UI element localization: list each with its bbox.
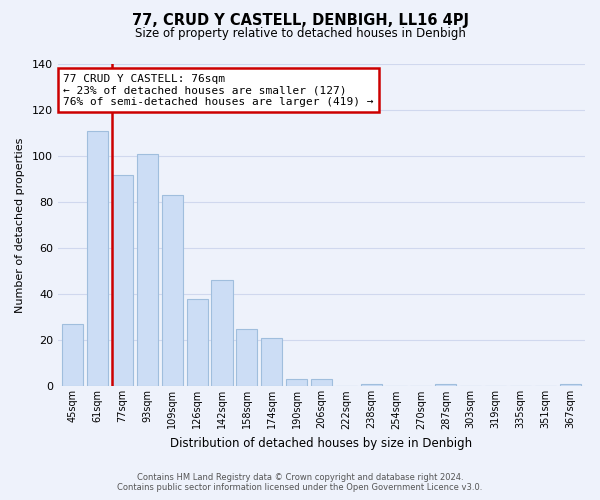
Bar xyxy=(162,196,183,386)
Y-axis label: Number of detached properties: Number of detached properties xyxy=(15,138,25,313)
Bar xyxy=(261,338,283,386)
Bar xyxy=(187,299,208,386)
X-axis label: Distribution of detached houses by size in Denbigh: Distribution of detached houses by size … xyxy=(170,437,473,450)
Bar xyxy=(560,384,581,386)
Bar xyxy=(435,384,457,386)
Bar xyxy=(137,154,158,386)
Text: Size of property relative to detached houses in Denbigh: Size of property relative to detached ho… xyxy=(134,28,466,40)
Text: Contains HM Land Registry data © Crown copyright and database right 2024.
Contai: Contains HM Land Registry data © Crown c… xyxy=(118,473,482,492)
Bar xyxy=(236,329,257,386)
Bar xyxy=(211,280,233,386)
Bar xyxy=(112,174,133,386)
Bar xyxy=(87,131,108,386)
Text: 77 CRUD Y CASTELL: 76sqm
← 23% of detached houses are smaller (127)
76% of semi-: 77 CRUD Y CASTELL: 76sqm ← 23% of detach… xyxy=(63,74,374,107)
Bar xyxy=(62,324,83,386)
Text: 77, CRUD Y CASTELL, DENBIGH, LL16 4PJ: 77, CRUD Y CASTELL, DENBIGH, LL16 4PJ xyxy=(131,12,469,28)
Bar xyxy=(361,384,382,386)
Bar xyxy=(286,380,307,386)
Bar xyxy=(311,380,332,386)
